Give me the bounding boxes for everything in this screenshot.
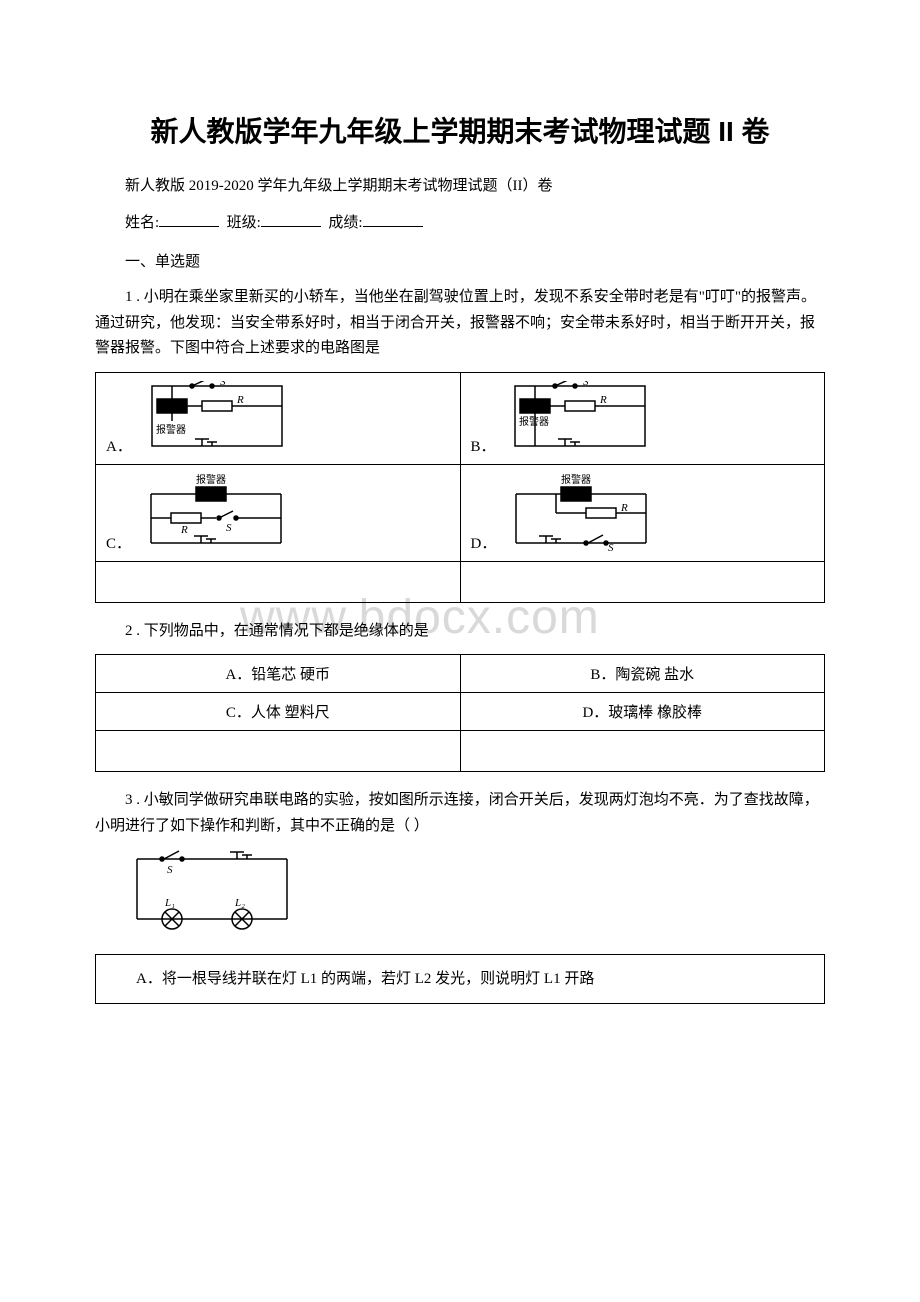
svg-text:L₂: L₂ (234, 897, 245, 909)
svg-text:L₁: L₁ (164, 897, 175, 909)
svg-text:报警器: 报警器 (561, 473, 591, 486)
q1-empty-cell-1 (96, 561, 461, 602)
svg-text:R: R (236, 394, 244, 406)
q1-option-c-label: C． (106, 532, 131, 553)
class-blank (261, 211, 321, 227)
question-3-answer-table: A．将一根导线并联在灯 L1 的两端，若灯 L2 发光，则说明灯 L1 开路 (95, 954, 825, 1004)
q2-empty-cell-2 (460, 731, 825, 772)
svg-text:S: S (167, 864, 173, 876)
q1-option-d-label: D． (471, 532, 497, 553)
circuit-a-icon: S 报警器 R (142, 381, 292, 456)
subtitle: 新人教版 2019-2020 学年九年级上学期期末考试物理试题（II）卷 (95, 174, 825, 195)
svg-text:R: R (620, 502, 628, 514)
svg-text:R: R (180, 524, 188, 536)
question-1-options-table: A． S 报警器 R (95, 372, 825, 603)
q2-empty-cell-1 (96, 731, 461, 772)
q1-empty-cell-2 (460, 561, 825, 602)
content-layer: 新人教版学年九年级上学期期末考试物理试题 II 卷 新人教版 2019-2020… (95, 110, 825, 1004)
q1-option-a-cell: A． S 报警器 R (96, 372, 461, 464)
q2-option-c-cell: C．人体 塑料尺 (96, 693, 461, 731)
q1-option-b-label: B． (471, 435, 496, 456)
question-2-options-table: A．铅笔芯 硬币 B．陶瓷碗 盐水 C．人体 塑料尺 D．玻璃棒 橡胶棒 (95, 654, 825, 772)
page-title: 新人教版学年九年级上学期期末考试物理试题 II 卷 (95, 110, 825, 150)
svg-text:S: S (220, 381, 226, 388)
circuit-b-icon: S 报警器 R (505, 381, 655, 456)
q1-option-b-cell: B． S 报警器 R (460, 372, 825, 464)
question-3-figure: S L₁ L₂ (127, 849, 825, 944)
svg-text:报警器: 报警器 (196, 473, 226, 486)
svg-text:S: S (583, 381, 589, 388)
name-blank (159, 211, 219, 227)
question-3-text: 3 . 小敏同学做研究串联电路的实验，按如图所示连接，闭合开关后，发现两灯泡均不… (95, 788, 825, 839)
q3-option-a-text: A．将一根导线并联在灯 L1 的两端，若灯 L2 发光，则说明灯 L1 开路 (136, 971, 594, 987)
svg-text:报警器: 报警器 (519, 415, 549, 428)
svg-text:S: S (226, 522, 232, 534)
svg-text:R: R (599, 394, 607, 406)
document-page: 新人教版学年九年级上学期期末考试物理试题 II 卷 新人教版 2019-2020… (0, 0, 920, 1302)
q1-option-d-cell: D． 报警器 R (460, 464, 825, 561)
question-2-text: 2 . 下列物品中，在通常情况下都是绝缘体的是 (95, 619, 825, 645)
svg-text:S: S (608, 542, 614, 553)
class-label: 班级: (227, 215, 261, 231)
q1-option-a-label: A． (106, 435, 132, 456)
name-label: 姓名: (125, 215, 159, 231)
form-row: 姓名: 班级: 成绩: (95, 211, 825, 232)
score-label: 成绩: (328, 215, 362, 231)
score-blank (363, 211, 423, 227)
circuit-c-icon: 报警器 R S (141, 473, 291, 553)
svg-text:报警器: 报警器 (156, 423, 186, 436)
q2-option-a-cell: A．铅笔芯 硬币 (96, 655, 461, 693)
q3-option-a-cell: A．将一根导线并联在灯 L1 的两端，若灯 L2 发光，则说明灯 L1 开路 (96, 955, 825, 1004)
q2-option-b-cell: B．陶瓷碗 盐水 (460, 655, 825, 693)
section-heading: 一、单选题 (95, 250, 825, 271)
q2-option-d-cell: D．玻璃棒 橡胶棒 (460, 693, 825, 731)
circuit-d-icon: 报警器 R S (506, 473, 656, 553)
q1-option-c-cell: C． 报警器 R S (96, 464, 461, 561)
question-1-text: 1 . 小明在乘坐家里新买的小轿车，当他坐在副驾驶位置上时，发现不系安全带时老是… (95, 285, 825, 362)
circuit-q3-icon: S L₁ L₂ (127, 849, 297, 939)
